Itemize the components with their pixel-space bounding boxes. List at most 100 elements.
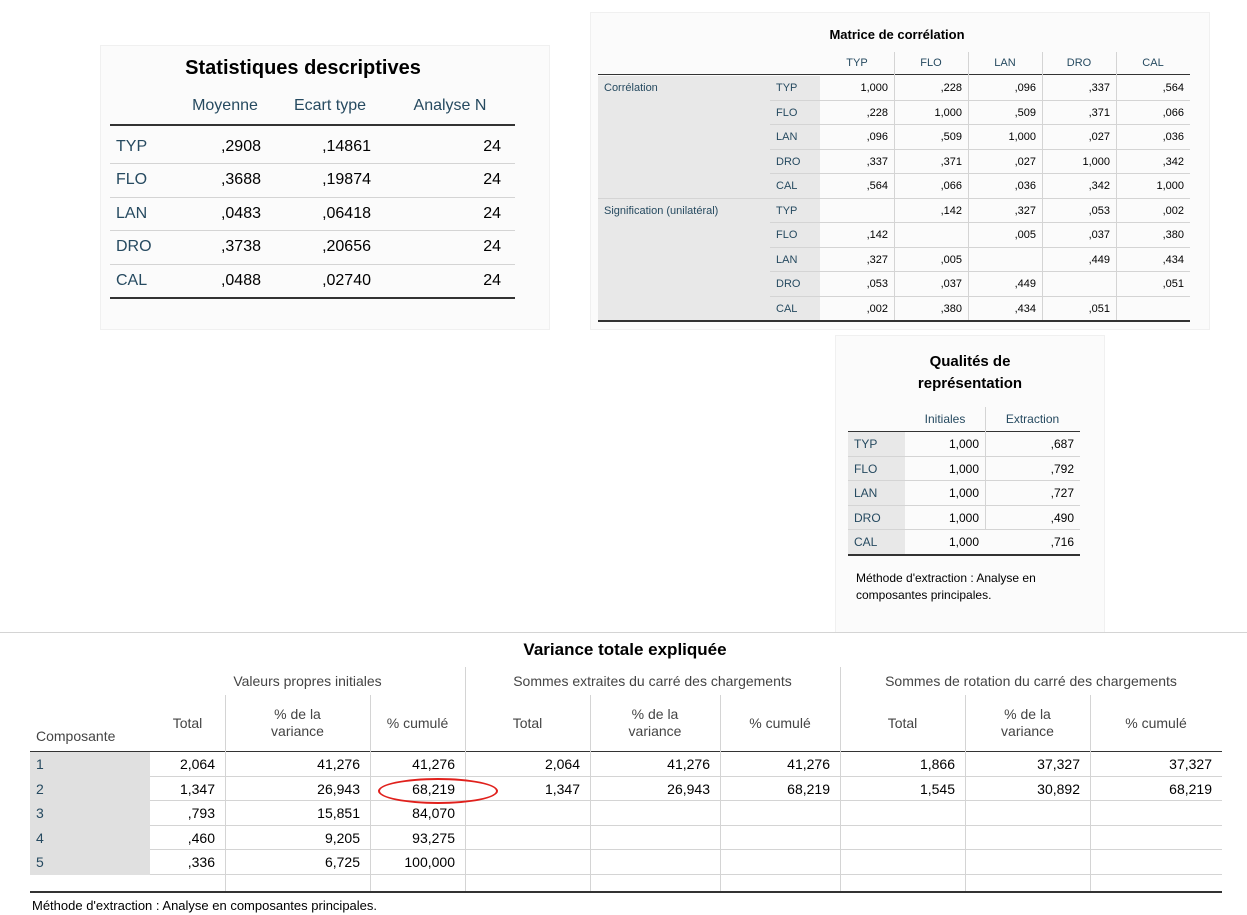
rule bbox=[770, 148, 1190, 150]
table-note: Méthode d'extraction : Analyse en compos… bbox=[32, 897, 378, 913]
table-cell: 24 bbox=[483, 238, 501, 255]
table-cell: ,066 bbox=[940, 180, 962, 193]
table-title: Variance totale expliquée bbox=[523, 640, 727, 659]
column-header: DRO bbox=[1066, 57, 1092, 69]
column-header: Ecart type bbox=[293, 97, 367, 114]
rule bbox=[110, 230, 515, 231]
table-cell: ,3738 bbox=[220, 238, 261, 255]
row-label: DRO bbox=[116, 238, 152, 255]
table-cell: 1,000 bbox=[948, 510, 979, 525]
rule bbox=[720, 695, 721, 892]
rule bbox=[150, 873, 1222, 875]
table-cell: ,06418 bbox=[322, 204, 371, 222]
table-cell: ,027 bbox=[1088, 131, 1110, 144]
separator-line bbox=[0, 632, 1247, 633]
table-cell: ,0488 bbox=[220, 271, 261, 289]
column-header: Moyenne bbox=[192, 97, 258, 114]
table-cell: 1,000 bbox=[948, 486, 979, 501]
row-label: CAL bbox=[776, 180, 798, 193]
rule bbox=[770, 246, 1190, 248]
rule bbox=[1116, 52, 1117, 321]
rule-dark bbox=[110, 124, 515, 126]
row-label: 5 bbox=[36, 854, 44, 871]
table-cell: 26,943 bbox=[667, 780, 710, 797]
table-cell: ,20656 bbox=[322, 238, 371, 255]
row-label: DRO bbox=[854, 510, 881, 525]
table-cell: ,449 bbox=[1014, 278, 1036, 291]
table-cell: 24 bbox=[483, 204, 501, 222]
row-label: CAL bbox=[776, 302, 798, 315]
table-cell: ,002 bbox=[866, 302, 888, 315]
table-cell: ,434 bbox=[1014, 302, 1036, 315]
row-label-bg bbox=[770, 174, 820, 199]
rule bbox=[985, 407, 986, 529]
rule bbox=[894, 52, 895, 321]
rule bbox=[848, 504, 1080, 506]
table-cell: 84,070 bbox=[412, 805, 455, 822]
rule bbox=[370, 695, 371, 892]
table-cell: 1,347 bbox=[544, 780, 580, 797]
table-cell: 41,276 bbox=[787, 756, 830, 773]
table-cell: ,371 bbox=[1088, 106, 1110, 119]
group-label-bg bbox=[598, 76, 770, 199]
table-cell: ,727 bbox=[1050, 486, 1074, 501]
table-cell: 30,892 bbox=[1037, 780, 1080, 797]
table-cell: ,053 bbox=[866, 278, 888, 291]
rule bbox=[1090, 695, 1091, 892]
row-label-bg bbox=[770, 76, 820, 101]
table-cell: 100,000 bbox=[404, 854, 455, 871]
table-title: Statistiques descriptives bbox=[185, 56, 421, 79]
table-cell: 37,327 bbox=[1037, 756, 1080, 773]
table-cell: 1,347 bbox=[179, 780, 215, 797]
column-header: % de la variance bbox=[1001, 706, 1054, 739]
table-cell: ,096 bbox=[1014, 82, 1036, 95]
table-cell: 2,064 bbox=[179, 756, 215, 773]
row-label: FLO bbox=[776, 229, 798, 242]
column-header: Total bbox=[512, 714, 543, 731]
table-cell: 68,219 bbox=[1169, 780, 1212, 797]
table-cell: ,005 bbox=[1014, 229, 1036, 242]
rule bbox=[968, 52, 969, 321]
table-cell: ,449 bbox=[1088, 253, 1110, 266]
rule bbox=[848, 480, 1080, 481]
table-cell: ,228 bbox=[940, 82, 962, 95]
rule bbox=[770, 295, 1190, 297]
rule bbox=[110, 263, 515, 265]
table-cell: 1,000 bbox=[860, 82, 888, 95]
row-label-bg bbox=[770, 247, 820, 272]
table-cell: 1,000 bbox=[948, 461, 979, 476]
table-cell: ,051 bbox=[1162, 278, 1184, 291]
table-cell: 24 bbox=[483, 137, 501, 155]
table-cell: ,096 bbox=[866, 131, 888, 144]
row-header: Composante bbox=[36, 728, 116, 744]
descriptive-panel bbox=[100, 45, 550, 330]
row-label: LAN bbox=[776, 253, 798, 266]
row-label-bg bbox=[770, 125, 820, 150]
table-cell: ,509 bbox=[1014, 106, 1036, 119]
rule-dark bbox=[30, 891, 1222, 893]
table-cell: ,036 bbox=[1162, 131, 1184, 144]
row-label-bg bbox=[770, 296, 820, 321]
column-header: Initiales bbox=[924, 412, 966, 426]
row-label-bg bbox=[770, 100, 820, 125]
table-cell: ,380 bbox=[1162, 229, 1184, 242]
table-note: Méthode d'extraction : Analyse en compos… bbox=[856, 571, 1036, 602]
table-cell: ,564 bbox=[1162, 82, 1184, 95]
table-cell: ,564 bbox=[866, 180, 888, 193]
group-header: Sommes extraites du carré des chargement… bbox=[513, 673, 792, 689]
table-cell: ,716 bbox=[1050, 535, 1074, 550]
table-cell: ,380 bbox=[940, 302, 962, 315]
row-label: TYP bbox=[854, 437, 878, 452]
table-cell: ,037 bbox=[940, 278, 962, 291]
table-cell: ,509 bbox=[940, 131, 962, 144]
group-header: Valeurs propres initiales bbox=[233, 673, 382, 689]
row-label: TYP bbox=[776, 82, 798, 95]
column-header: LAN bbox=[994, 57, 1016, 69]
table-cell: ,027 bbox=[1014, 155, 1036, 168]
rule bbox=[225, 695, 226, 892]
rule bbox=[770, 124, 1190, 125]
table-cell: ,337 bbox=[866, 155, 888, 168]
table-cell: ,793 bbox=[187, 805, 215, 822]
row-label: DRO bbox=[776, 155, 801, 168]
table-cell: ,228 bbox=[866, 106, 888, 119]
